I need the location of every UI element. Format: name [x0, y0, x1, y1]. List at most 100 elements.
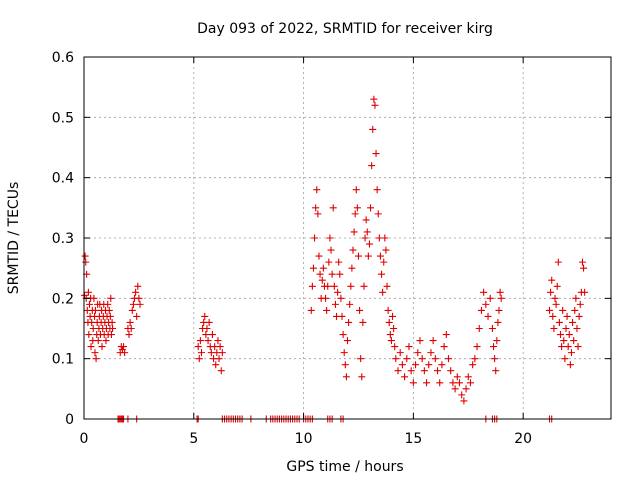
- data-point: [105, 306, 113, 314]
- data-point: [309, 264, 317, 272]
- data-point: [90, 294, 98, 302]
- data-point: [554, 258, 562, 266]
- data-point: [371, 101, 379, 109]
- data-point: [469, 361, 477, 369]
- data-point: [376, 252, 384, 260]
- data-point: [202, 331, 210, 339]
- data-point: [92, 355, 100, 363]
- data-point: [81, 252, 89, 260]
- data-point: [482, 300, 490, 308]
- data-point: [373, 186, 381, 194]
- data-point: [420, 367, 428, 375]
- data-point: [383, 282, 391, 290]
- data-point: [132, 288, 140, 296]
- data-point: [492, 367, 500, 375]
- data-point: [196, 337, 204, 345]
- data-point: [104, 300, 112, 308]
- data-point: [336, 270, 344, 278]
- data-point: [134, 282, 142, 290]
- data-point: [578, 258, 586, 266]
- data-point: [563, 312, 571, 320]
- x-tick-label: 0: [80, 431, 89, 447]
- data-point: [214, 337, 222, 345]
- data-point: [360, 282, 368, 290]
- data-point: [307, 306, 315, 314]
- data-point: [566, 361, 574, 369]
- data-point: [392, 355, 400, 363]
- data-point: [195, 355, 203, 363]
- data-point: [574, 343, 582, 351]
- data-point: [107, 331, 115, 339]
- data-point: [354, 252, 362, 260]
- data-point: [350, 228, 358, 236]
- data-point: [553, 282, 561, 290]
- data-point: [331, 300, 339, 308]
- data-point: [133, 312, 141, 320]
- y-tick-label: 0.5: [52, 110, 74, 126]
- data-point: [458, 391, 466, 399]
- data-point: [380, 258, 388, 266]
- data-point: [85, 331, 93, 339]
- data-point: [564, 343, 572, 351]
- data-point: [367, 204, 375, 212]
- data-point: [98, 343, 106, 351]
- data-point: [464, 373, 472, 381]
- data-point: [409, 379, 417, 387]
- chart-title: Day 093 of 2022, SRMTID for receiver kir…: [197, 21, 493, 37]
- data-point: [127, 325, 135, 332]
- data-point: [401, 373, 409, 381]
- data-point: [358, 373, 366, 381]
- data-point: [431, 355, 439, 363]
- data-point: [418, 355, 426, 363]
- data-point: [497, 294, 505, 302]
- data-point: [364, 252, 372, 260]
- data-point: [546, 306, 554, 314]
- grid-lines: [84, 57, 611, 419]
- data-point: [329, 204, 337, 212]
- data-point: [379, 288, 387, 296]
- data-point: [335, 258, 343, 266]
- data-point: [561, 355, 569, 363]
- x-tick-label: 20: [514, 431, 532, 447]
- data-point: [381, 234, 389, 242]
- data-point: [558, 343, 566, 351]
- data-point: [326, 234, 334, 242]
- data-point: [442, 331, 450, 339]
- data-point: [394, 367, 402, 375]
- data-point: [125, 331, 133, 339]
- data-point: [339, 331, 347, 339]
- data-point: [571, 306, 579, 314]
- data-point: [338, 312, 346, 320]
- data-point: [314, 210, 322, 218]
- data-point: [480, 288, 488, 296]
- data-point: [372, 150, 380, 158]
- data-point: [549, 312, 557, 320]
- data-point: [496, 288, 504, 296]
- data-point: [347, 282, 355, 290]
- data-point: [445, 355, 453, 363]
- data-point: [308, 282, 316, 290]
- data-point: [560, 337, 568, 345]
- data-point: [313, 186, 321, 194]
- data-point: [318, 276, 326, 284]
- data-point: [451, 385, 459, 393]
- data-point: [405, 343, 413, 351]
- data-point: [330, 282, 338, 290]
- data-point: [403, 355, 411, 363]
- data-point: [494, 318, 502, 326]
- data-point: [572, 294, 580, 302]
- data-point: [378, 270, 386, 278]
- data-point: [136, 300, 144, 308]
- data-point: [109, 325, 117, 332]
- data-points: [80, 95, 589, 423]
- data-point: [315, 252, 323, 260]
- data-point: [552, 300, 560, 308]
- y-tick-label: 0.6: [52, 50, 74, 66]
- data-point: [205, 318, 213, 326]
- data-point: [312, 204, 320, 212]
- data-point: [407, 367, 415, 375]
- data-point: [569, 318, 577, 326]
- data-point: [580, 264, 588, 272]
- data-point: [217, 367, 225, 375]
- data-point: [455, 379, 463, 387]
